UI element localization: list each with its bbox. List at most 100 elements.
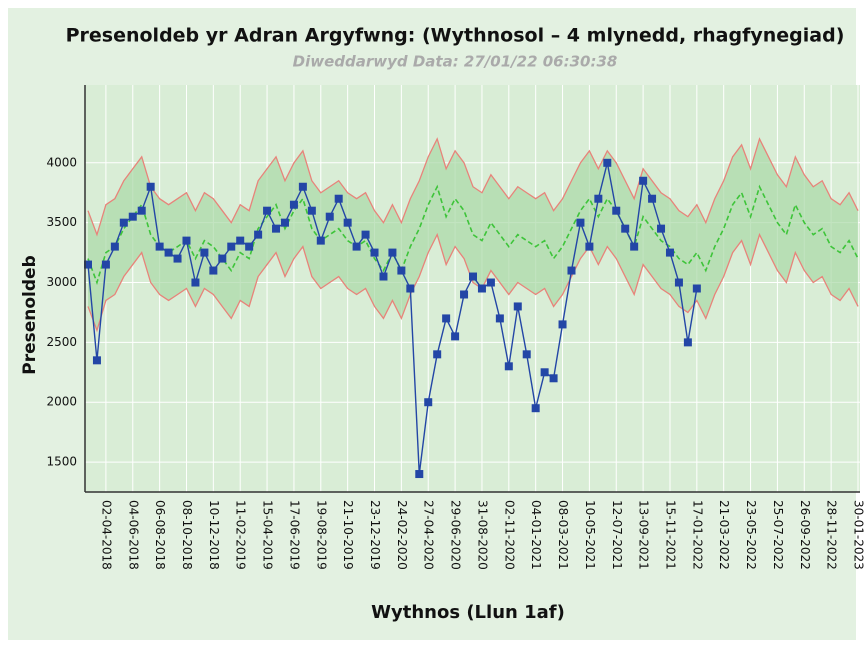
data-point — [334, 194, 343, 203]
data-point — [325, 212, 334, 221]
data-point — [495, 314, 504, 323]
y-tick-label: 3500 — [46, 215, 77, 229]
data-point — [289, 200, 298, 209]
x-tick-label: 13-09-2021 — [637, 500, 651, 570]
data-point — [298, 182, 307, 191]
data-point — [612, 206, 621, 215]
data-point — [110, 242, 119, 251]
x-tick-label: 24-02-2020 — [395, 500, 409, 570]
data-point — [182, 236, 191, 245]
data-point — [119, 218, 128, 227]
data-point — [245, 242, 254, 251]
data-point — [424, 398, 433, 407]
y-tick-label: 3000 — [46, 275, 77, 289]
x-tick-label: 26-09-2022 — [798, 500, 812, 570]
x-tick-label: 10-05-2021 — [583, 500, 597, 570]
data-point — [137, 206, 146, 215]
data-point — [504, 362, 513, 371]
data-point — [674, 278, 683, 287]
data-point — [379, 272, 388, 281]
y-tick-label: 4000 — [46, 155, 77, 169]
x-tick-label: 15-11-2021 — [663, 500, 677, 570]
x-tick-label: 08-03-2021 — [556, 500, 570, 570]
data-point — [101, 260, 110, 269]
data-point — [146, 182, 155, 191]
data-point — [540, 368, 549, 377]
data-point — [433, 350, 442, 359]
data-point — [388, 248, 397, 257]
y-tick-label: 1500 — [46, 455, 77, 469]
data-point — [585, 242, 594, 251]
data-point — [164, 248, 173, 257]
x-tick-label: 04-01-2021 — [529, 500, 543, 570]
data-point — [460, 290, 469, 299]
x-tick-label: 31-08-2020 — [475, 500, 489, 570]
y-axis-label: Presenoldeb — [20, 255, 40, 375]
data-point — [648, 194, 657, 203]
data-point — [128, 212, 137, 221]
data-point — [665, 248, 674, 257]
data-point — [200, 248, 209, 257]
data-point — [486, 278, 495, 287]
limit-band — [88, 138, 858, 331]
data-point — [352, 242, 361, 251]
data-point — [254, 230, 263, 239]
x-tick-label: 28-11-2022 — [825, 500, 839, 570]
x-tick-label: 04-06-2018 — [126, 500, 140, 570]
data-point — [567, 266, 576, 275]
x-tick-label: 02-04-2018 — [99, 500, 113, 570]
x-tick-label: 12-07-2021 — [610, 500, 624, 570]
data-point — [84, 260, 92, 269]
x-tick-label: 19-08-2019 — [314, 500, 328, 570]
data-point — [549, 374, 558, 383]
x-tick-label: 21-03-2022 — [717, 500, 731, 570]
x-tick-label: 17-01-2022 — [690, 500, 704, 570]
data-point — [639, 176, 648, 185]
data-point — [657, 224, 666, 233]
x-tick-label: 29-06-2020 — [449, 500, 463, 570]
data-point — [576, 218, 585, 227]
data-point — [263, 206, 272, 215]
x-tick-label: 17-06-2019 — [287, 500, 301, 570]
data-point — [272, 224, 281, 233]
chart-title: Presenoldeb yr Adran Argyfwng: (Wythnoso… — [66, 25, 845, 47]
data-point — [594, 194, 603, 203]
data-point — [397, 266, 406, 275]
x-tick-label: 23-12-2019 — [368, 500, 382, 570]
data-point — [155, 242, 164, 251]
data-point — [227, 242, 236, 251]
data-point — [522, 350, 531, 359]
data-point — [406, 284, 415, 293]
lower-limit — [87, 232, 859, 333]
data-point — [191, 278, 200, 287]
x-tick-label: 10-12-2018 — [207, 500, 221, 570]
data-point — [469, 272, 477, 281]
data-point — [692, 284, 701, 293]
data-point — [531, 404, 540, 413]
x-tick-label: 30-01-2023 — [852, 500, 864, 570]
chart-subtitle: Diweddarwyd Data: 27/01/22 06:30:38 — [293, 53, 618, 71]
data-point — [209, 266, 218, 275]
data-point — [307, 206, 316, 215]
series-line — [87, 184, 859, 286]
x-tick-label: 02-11-2020 — [502, 500, 516, 570]
data-point — [603, 158, 612, 167]
data-point — [361, 230, 370, 239]
x-tick-label: 21-10-2019 — [341, 500, 355, 570]
data-point — [477, 284, 486, 293]
data-point — [316, 236, 325, 245]
x-tick-label: 06-08-2018 — [153, 500, 167, 570]
data-point — [621, 224, 630, 233]
data-point — [442, 314, 451, 323]
data-point — [558, 320, 567, 329]
data-point — [415, 470, 424, 479]
x-tick-label: 25-07-2022 — [771, 500, 785, 570]
x-tick-label: 23-05-2022 — [744, 500, 758, 570]
y-tick-label: 2500 — [46, 335, 77, 349]
data-point — [451, 332, 460, 341]
data-point — [370, 248, 379, 257]
data-point — [513, 302, 522, 311]
data-point — [280, 218, 289, 227]
x-tick-label: 27-04-2020 — [422, 500, 436, 570]
